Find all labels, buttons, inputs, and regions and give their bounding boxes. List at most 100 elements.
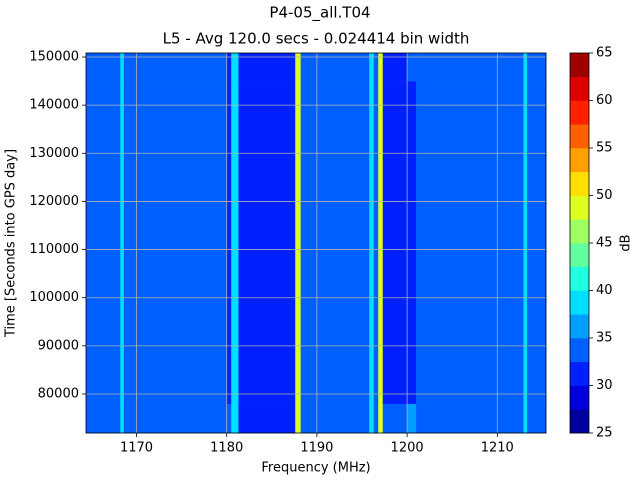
colorbar-tick-label: 60	[596, 93, 613, 108]
y-tick-label: 120000	[29, 194, 79, 209]
colorbar-band	[570, 100, 589, 125]
heatmap-cell	[120, 403, 125, 434]
heatmap-cell	[407, 355, 417, 404]
colorbar-tick-label: 65	[596, 46, 613, 61]
heatmap-cell	[238, 53, 296, 82]
heatmap-cell	[123, 81, 228, 356]
heatmap-cell	[231, 81, 239, 356]
colorbar-band	[570, 409, 589, 434]
heatmap-cell	[123, 355, 228, 404]
heatmap-cell	[238, 355, 296, 404]
heatmap-cell	[373, 53, 379, 82]
y-tick-label: 80000	[38, 387, 79, 402]
heatmap-cell	[295, 53, 301, 82]
heatmap-cell	[295, 81, 301, 356]
x-axis-label: Frequency (MHz)	[261, 461, 370, 476]
colorbar-band	[570, 314, 589, 339]
colorbar-band	[570, 148, 589, 173]
x-tick-label: 1200	[391, 441, 424, 456]
heatmap-cell	[369, 403, 375, 434]
heatmap-cell	[238, 81, 296, 356]
heatmap-cell	[407, 403, 417, 434]
x-tick-label: 1170	[120, 441, 153, 456]
heatmap-cell	[382, 81, 408, 356]
colorbar-tick-label: 45	[596, 236, 613, 251]
colorbar-band	[570, 53, 589, 78]
heatmap-cell	[378, 403, 384, 434]
colorbar-band	[570, 290, 589, 315]
y-tick-label: 130000	[29, 146, 79, 161]
heatmap-cell	[527, 355, 547, 404]
heatmap-cell	[523, 81, 528, 356]
heatmap-cell	[226, 355, 232, 404]
heatmap-cell	[86, 53, 121, 82]
colorbar-band	[570, 385, 589, 410]
colorbar-band	[570, 219, 589, 244]
heatmap-cell	[523, 355, 528, 404]
heatmap-cell	[300, 403, 370, 434]
colorbar-tick-label: 35	[596, 331, 613, 346]
heatmap-cell	[527, 403, 547, 434]
heatmap-cell	[407, 81, 417, 356]
heatmap-cell	[373, 81, 379, 356]
heatmap-cell	[378, 53, 384, 82]
heatmap-cell	[86, 81, 121, 356]
heatmap-cell	[369, 81, 375, 356]
colorbar-band	[570, 338, 589, 363]
colorbar-band	[570, 171, 589, 196]
heatmap-cell	[120, 81, 125, 356]
y-axis-label: Time [Seconds into GPS day]	[4, 149, 19, 338]
heatmap-cell	[231, 355, 239, 404]
heatmap-cell	[231, 403, 239, 434]
colorbar-band	[570, 195, 589, 220]
y-tick-label: 150000	[29, 49, 79, 64]
colorbar-tick-label: 40	[596, 283, 613, 298]
colorbar-tick-label: 50	[596, 188, 613, 203]
heatmap-cell	[416, 355, 524, 404]
colorbar-band	[570, 243, 589, 268]
colorbar-band	[570, 266, 589, 291]
heatmap-cell	[295, 355, 301, 404]
heatmap-cell	[86, 403, 121, 434]
heatmap-cell	[86, 355, 121, 404]
heatmap-cell	[416, 403, 524, 434]
y-tick-label: 140000	[29, 98, 79, 113]
x-tick-label: 1190	[300, 441, 333, 456]
colorbar-tick-label: 25	[596, 426, 613, 441]
chart-title: P4-05_all.T04	[269, 4, 370, 23]
heatmap-cell	[123, 53, 228, 82]
heatmap-cell	[120, 53, 125, 82]
colorbar-label: dB	[619, 234, 634, 251]
heatmap-cell	[300, 355, 370, 404]
heatmap-cell	[226, 53, 232, 82]
heatmap-cell	[226, 403, 232, 434]
x-tick-label: 1180	[210, 441, 243, 456]
x-tick-label: 1210	[481, 441, 514, 456]
heatmap-cell	[373, 355, 379, 404]
heatmap-cell	[300, 53, 370, 82]
plot-frame	[85, 52, 547, 434]
colorbar-tick-label: 55	[596, 141, 613, 156]
heatmap-cell	[226, 81, 232, 356]
heatmap-cell	[369, 53, 375, 82]
heatmap-cell	[382, 403, 408, 434]
heatmap-cell	[373, 403, 379, 434]
heatmap-cell	[523, 403, 528, 434]
heatmap-cell	[416, 81, 524, 356]
y-tick-label: 90000	[38, 338, 79, 353]
heatmap-cell	[369, 355, 375, 404]
heatmap-cell	[527, 81, 547, 356]
colorbar-band	[570, 124, 589, 149]
heatmap-cell	[378, 355, 384, 404]
heatmap-cell	[382, 355, 408, 404]
colorbar-band	[570, 361, 589, 386]
heatmap-cell	[407, 53, 417, 82]
heatmap-cell	[416, 53, 524, 82]
heatmap-cell	[120, 355, 125, 404]
chart-subtitle: L5 - Avg 120.0 secs - 0.024414 bin width	[163, 30, 470, 48]
y-tick-label: 110000	[29, 242, 79, 257]
colorbar-band	[570, 76, 589, 101]
heatmap-cell	[238, 403, 296, 434]
heatmap-cell	[527, 53, 547, 82]
